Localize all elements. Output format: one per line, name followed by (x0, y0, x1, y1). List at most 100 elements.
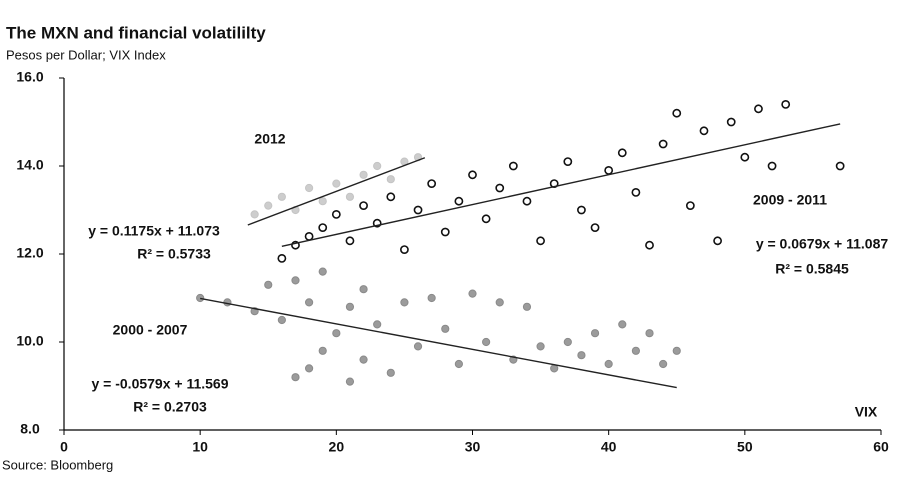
scatter-point (604, 165, 614, 175)
scatter-point (659, 359, 668, 369)
scatter-point (440, 227, 450, 237)
scatter-point (468, 170, 477, 180)
scatter-point (359, 285, 368, 294)
trend-equation: y = 0.0679x + 11.087 (756, 236, 889, 252)
scatter-point (359, 201, 368, 210)
scatter-point (631, 346, 641, 355)
scatter-point (767, 161, 777, 171)
trend-line (200, 297, 677, 389)
scatter-point (372, 218, 382, 228)
scatter-point (563, 157, 573, 166)
scatter-point (318, 197, 327, 206)
scatter-point (536, 236, 545, 246)
scatter-point (386, 192, 396, 202)
scatter-point (331, 209, 341, 219)
scatter-point (345, 377, 355, 386)
x-tick-label: 50 (737, 439, 753, 455)
trend-r2: R² = 0.5845 (775, 261, 849, 277)
series-label: 2012 (254, 131, 285, 147)
scatter-point (264, 201, 273, 210)
scatter-point (590, 329, 600, 338)
scatter-point (563, 337, 572, 347)
scatter-point (754, 104, 763, 114)
scatter-point (658, 139, 668, 149)
x-axis-label: VIX (855, 404, 878, 420)
y-tick-label: 14.0 (16, 157, 43, 173)
trend-r2: R² = 0.2703 (133, 399, 207, 415)
scatter-point (536, 342, 545, 351)
y-tick-label: 8.0 (20, 421, 40, 437)
scatter-point (672, 346, 681, 355)
scatter-point (332, 329, 341, 338)
scatter-point (577, 205, 586, 215)
scatter-point (495, 298, 504, 307)
scatter-point (835, 161, 845, 171)
scatter-point (413, 342, 423, 351)
trend-r2: R² = 0.5733 (137, 246, 211, 262)
scatter-point (400, 298, 409, 307)
scatter-point (386, 175, 395, 184)
scatter-point (291, 276, 300, 285)
scatter-point (740, 152, 750, 162)
scatter-point (482, 337, 491, 347)
scatter-point (345, 236, 355, 246)
trend-line (281, 123, 841, 248)
scatter-point (345, 192, 355, 201)
scatter-point (781, 100, 791, 109)
scatter-point (522, 302, 532, 311)
scatter-point (685, 201, 695, 210)
scatter-point (359, 355, 368, 364)
x-tick-label: 30 (465, 439, 481, 455)
scatter-point (631, 187, 641, 197)
chart-title: The MXN and financial volatililty (6, 23, 266, 42)
scatter-point (604, 359, 613, 369)
scatter-point (726, 117, 736, 127)
scatter-point (413, 205, 423, 215)
scatter-point (400, 245, 409, 254)
source-note: Source: Bloomberg (2, 457, 113, 472)
y-tick-label: 16.0 (16, 69, 43, 85)
scatter-point (577, 351, 586, 360)
scatter-point (713, 236, 722, 246)
scatter-point (373, 320, 382, 329)
scatter-point (618, 320, 627, 329)
scatter-point (699, 126, 709, 136)
scatter-point (291, 240, 300, 250)
scatter-point (318, 346, 327, 355)
trend-equation: y = 0.1175x + 11.073 (88, 223, 220, 239)
scatter-point (277, 192, 286, 201)
scatter-point (522, 196, 532, 206)
scatter-point (427, 293, 436, 303)
x-tick-label: 0 (60, 439, 68, 455)
scatter-point (277, 253, 287, 263)
scatter-point (277, 315, 286, 325)
scatter-point (332, 179, 341, 188)
scatter-point (305, 298, 314, 307)
scatter-point (441, 324, 450, 333)
scatter-point (590, 223, 600, 232)
scatter-point (468, 289, 477, 298)
scatter-point (304, 231, 314, 241)
scatter-point (345, 302, 355, 311)
scatter-point (454, 196, 464, 206)
chart-subtitle: Pesos per Dollar; VIX Index (6, 47, 166, 62)
y-tick-label: 12.0 (16, 245, 43, 261)
scatter-point (373, 161, 382, 171)
scatter-point (550, 364, 559, 373)
scatter-point (617, 148, 627, 158)
x-tick-label: 10 (192, 439, 208, 455)
scatter-point (250, 210, 259, 219)
scatter-point (318, 267, 327, 276)
scatter-point (305, 364, 314, 373)
series-label: 2000 - 2007 (113, 322, 188, 338)
scatter-point (454, 359, 463, 369)
trend-line (247, 157, 426, 226)
scatter-point (386, 368, 395, 377)
scatter-point (318, 223, 328, 232)
scatter-point (645, 329, 654, 338)
series-label: 2009 - 2011 (753, 192, 827, 208)
y-tick-label: 10.0 (16, 333, 43, 349)
x-tick-label: 40 (601, 439, 617, 455)
scatter-point (508, 161, 518, 171)
